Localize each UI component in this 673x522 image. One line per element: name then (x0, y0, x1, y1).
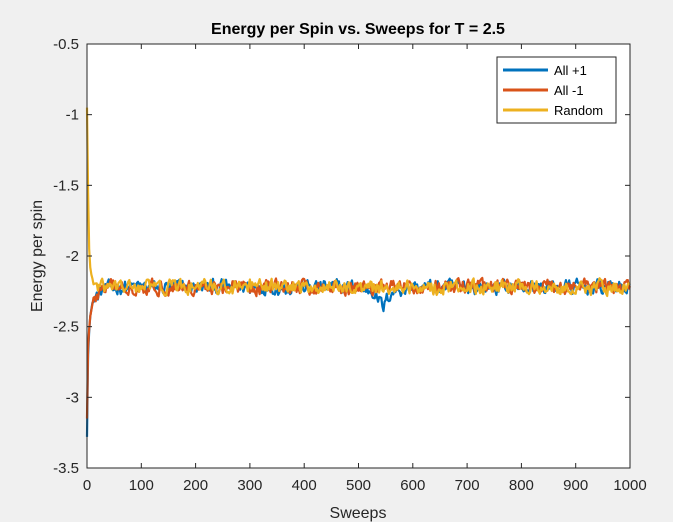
series-line-random (85, 107, 631, 298)
x-tick-label: 800 (509, 477, 534, 494)
y-tick-label: -2.5 (53, 319, 79, 336)
y-axis-label: Energy per spin (29, 200, 46, 312)
chart-title: Energy per Spin vs. Sweeps for T = 2.5 (211, 21, 505, 38)
x-tick-label: 600 (400, 477, 425, 494)
y-tick-label: -1 (66, 107, 79, 124)
x-tick-label: 900 (563, 477, 588, 494)
legend: All +1 All -1 Random (496, 56, 617, 124)
x-tick-label: 1000 (613, 477, 646, 494)
x-tick-label: 0 (83, 477, 91, 494)
legend-label-all-plus-1: All +1 (554, 63, 587, 78)
x-tick-label: 100 (129, 477, 154, 494)
x-tick-label: 300 (237, 477, 262, 494)
y-tick-label: -1.5 (53, 177, 79, 194)
legend-label-all-minus-1: All -1 (554, 83, 584, 98)
series-layer (85, 107, 632, 437)
x-axis-label: Sweeps (330, 505, 387, 522)
x-ticks: 0 100 200 300 400 500 600 700 800 900 1000 (83, 44, 647, 494)
y-tick-label: -0.5 (53, 36, 79, 53)
x-tick-label: 700 (455, 477, 480, 494)
y-tick-label: -3 (66, 389, 79, 406)
y-ticks: -0.5 -1 -1.5 -2 -2.5 -3 -3.5 (53, 36, 630, 477)
x-tick-label: 500 (346, 477, 371, 494)
x-tick-label: 200 (183, 477, 208, 494)
x-tick-label: 400 (292, 477, 317, 494)
legend-label-random: Random (554, 103, 603, 118)
y-tick-label: -2 (66, 248, 79, 265)
y-tick-label: -3.5 (53, 460, 79, 477)
